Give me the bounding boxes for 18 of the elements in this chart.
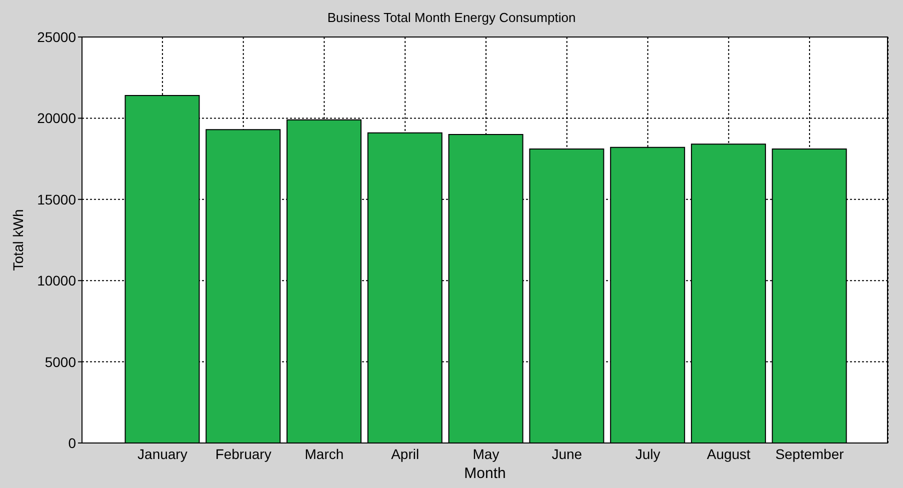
y-tick-label: 20000 xyxy=(37,110,76,126)
x-tick-label: September xyxy=(775,446,844,462)
x-tick-label: April xyxy=(391,446,420,462)
y-tick-label: 0 xyxy=(68,434,76,451)
chart-title: Business Total Month Energy Consumption xyxy=(326,10,577,25)
x-tick-label: June xyxy=(552,446,582,462)
x-tick-label: May xyxy=(472,446,500,462)
y-tick-label: 15000 xyxy=(37,191,76,208)
x-tick-label: February xyxy=(215,446,272,462)
x-tick-label: March xyxy=(304,446,344,462)
x-tick-label: January xyxy=(138,446,188,462)
x-axis-title: Month xyxy=(463,465,507,482)
y-tick-label: 10000 xyxy=(37,272,76,289)
x-tick-label: July xyxy=(635,446,660,462)
y-axis-title: Total kWh xyxy=(10,209,26,271)
y-tick-label: 5000 xyxy=(44,354,76,370)
x-tick-label: August xyxy=(706,446,751,462)
y-tick-label: 25000 xyxy=(37,28,76,45)
